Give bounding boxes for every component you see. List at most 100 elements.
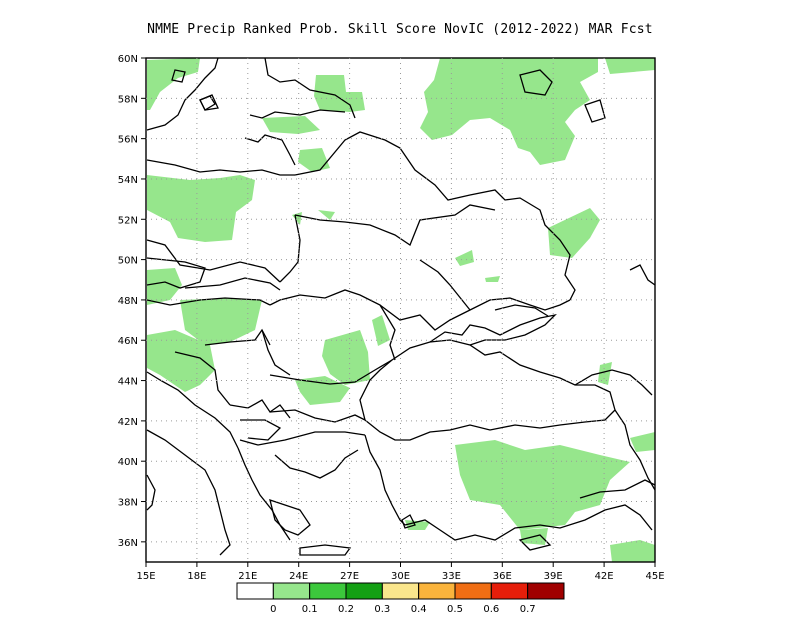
fill-region-hungary (180, 298, 262, 345)
fill-region-caspian-north (598, 362, 612, 385)
colorbar-swatch (272, 582, 311, 600)
border-slovakia (184, 277, 281, 291)
fill-region-baltic-north (147, 58, 200, 110)
river-volga (629, 264, 656, 286)
lat-tick-label: 42N (118, 417, 138, 428)
colorbar-swatch (454, 582, 492, 600)
coast-scandinavia (146, 57, 219, 131)
border-macedonia (240, 419, 282, 441)
colorbar-legend (236, 582, 565, 600)
border-bulgaria (269, 409, 366, 423)
border-danube (269, 359, 393, 385)
colorbar-label: 0.7 (520, 604, 536, 615)
fill-region-levant (610, 540, 655, 562)
lon-tick-label: 45E (645, 571, 664, 582)
coast-aegean-turkey (364, 434, 406, 526)
lat-tick-label: 60N (118, 54, 138, 65)
fill-region-aegean (405, 520, 430, 530)
coast-greece-east (274, 449, 359, 479)
colorbar-labels: 0 0.1 0.2 0.3 0.4 0.5 0.6 0.7 (270, 604, 535, 615)
fill-region-belarus-west (292, 210, 335, 225)
lon-tick-label: 15E (136, 571, 155, 582)
ticks (141, 57, 656, 567)
fill-region-romania (322, 330, 370, 385)
coast-italy-boot (146, 474, 156, 511)
lon-tick-label: 39E (544, 571, 563, 582)
lon-tick-label: 21E (238, 571, 257, 582)
border-ukraine-south (379, 297, 571, 331)
lon-tick-label: 36E (493, 571, 512, 582)
colorbar-swatch (345, 582, 383, 600)
lat-tick-label: 48N (118, 296, 138, 307)
skill-fill-regions (147, 58, 655, 562)
lat-tick-label: 44N (118, 377, 138, 388)
coastlines-borders (146, 57, 656, 556)
lat-tick-label: 56N (118, 135, 138, 146)
border-hungary-serbia (204, 328, 271, 346)
coast-cyprus (518, 534, 552, 551)
fill-region-volga (548, 208, 600, 258)
fill-region-poland (147, 175, 255, 242)
lat-tick-label: 40N (118, 457, 138, 468)
lat-tick-labels: 36N 38N 40N 42N 44N 46N 48N 50N 52N 54N 56N 58N 60N (118, 54, 138, 549)
border-czech (146, 257, 206, 289)
lon-tick-label: 30E (391, 571, 410, 582)
fill-region-latvia (298, 148, 330, 172)
border-romania-serbia (261, 329, 291, 376)
fill-region-croatia (147, 330, 215, 392)
coast-baltic-south (146, 159, 295, 176)
lat-tick-label: 58N (118, 94, 138, 105)
lake-ladoga (519, 69, 553, 96)
fill-region-russia-north (420, 58, 598, 165)
colorbar-swatch (418, 582, 456, 600)
fill-region-russia-east (605, 58, 655, 74)
border-bosnia (174, 351, 231, 406)
colorbar-label: 0.1 (302, 604, 318, 615)
lon-tick-label: 27E (340, 571, 359, 582)
border-serbia-south (229, 399, 291, 419)
lat-tick-label: 46N (118, 336, 138, 347)
border-croatia-coast (146, 371, 239, 449)
lon-tick-label: 24E (289, 571, 308, 582)
river-dnieper (419, 259, 471, 311)
fill-region-ukraine-spot (455, 250, 474, 266)
fill-region-anatolia (455, 440, 630, 530)
coast-azov (494, 304, 549, 317)
lake-onega (584, 99, 606, 123)
colorbar-label: 0 (270, 604, 276, 615)
lat-tick-label: 36N (118, 538, 138, 549)
border-belarus-ukraine (294, 204, 496, 246)
colorbar-swatch (381, 582, 420, 600)
lat-tick-label: 38N (118, 498, 138, 509)
border-russia-belarus (294, 131, 576, 301)
coast-peloponnese (269, 499, 311, 536)
fill-region-baltic-states (262, 116, 320, 134)
fill-region-ukraine-spot2 (485, 276, 500, 282)
border-hungary-romania (269, 289, 396, 361)
lat-tick-label: 54N (118, 175, 138, 186)
colorbar-swatch (490, 582, 529, 600)
coast-turkey-south (404, 504, 653, 541)
colorbar-label: 0.4 (411, 604, 427, 615)
lon-tick-label: 18E (187, 571, 206, 582)
lon-tick-labels: 15E 18E 21E 24E 27E 30E 33E 36E 39E 42E 45E (136, 571, 664, 582)
colorbar-swatch (527, 582, 565, 600)
border-greece (239, 431, 366, 446)
map-title: NMME Precip Ranked Prob. Skill Score Nov… (147, 22, 653, 37)
border-poland-ukraine (279, 214, 301, 283)
coast-rhodes (401, 514, 416, 529)
fill-region-moldova (372, 315, 390, 346)
coast-black-sea (359, 339, 616, 441)
colorbar-swatch (236, 582, 274, 600)
lon-tick-label: 33E (442, 571, 461, 582)
colorbar-label: 0.2 (338, 604, 354, 615)
lat-tick-label: 50N (118, 256, 138, 267)
coast-caucasus (574, 369, 653, 396)
colorbar-label: 0.3 (374, 604, 390, 615)
fill-region-austria (147, 268, 182, 305)
border-turkey-syria (579, 479, 656, 499)
coast-crimea (429, 313, 557, 346)
border-turkey-east (614, 409, 656, 491)
coast-estonia (249, 109, 346, 119)
